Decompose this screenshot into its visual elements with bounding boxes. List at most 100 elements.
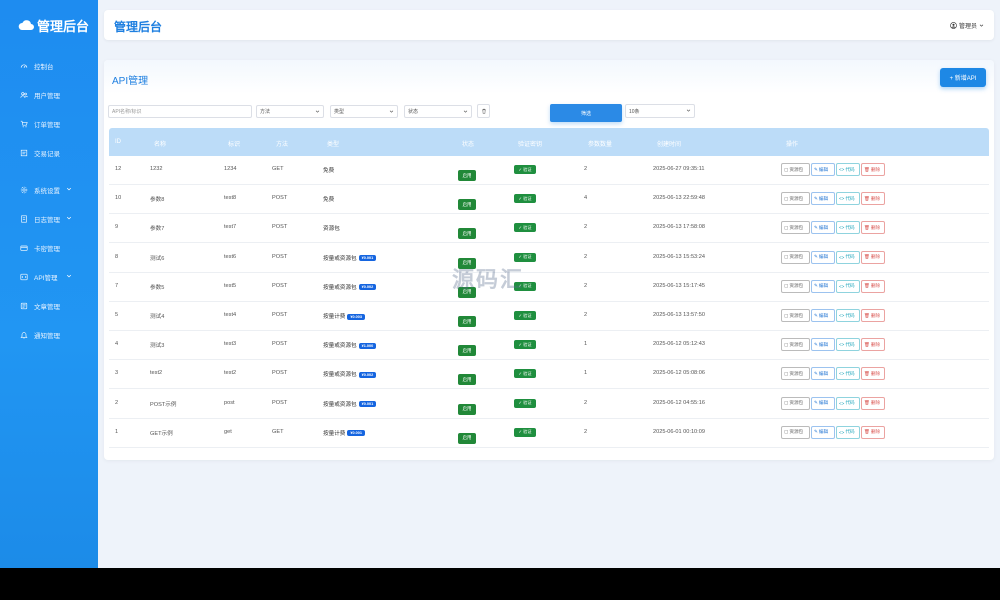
resource-button[interactable]: ▢ 资源包 [781, 309, 810, 322]
user-menu[interactable]: 管理员 [950, 21, 986, 30]
verify-badge[interactable]: ✓ 验证 [514, 281, 536, 291]
sidebar-item-8[interactable]: 文章管理 [0, 291, 98, 320]
code-button[interactable]: <> 代码 [836, 163, 860, 176]
column-header[interactable]: 标识 [228, 142, 241, 148]
sidebar-item-7[interactable]: API管理 [0, 262, 98, 291]
column-header[interactable]: 参数数量 [588, 142, 613, 148]
resource-button[interactable]: ▢ 资源包 [781, 338, 810, 352]
column-header[interactable]: 创建时间 [657, 142, 682, 148]
edit-button[interactable]: ✎ 编辑 [811, 250, 835, 264]
clear-filter-button[interactable] [477, 104, 490, 118]
verify-badge[interactable]: ✓ 验证 [514, 223, 536, 233]
delete-button[interactable]: 🗑 删除 [861, 279, 885, 293]
verify-badge[interactable]: ✓ 验证 [514, 311, 536, 320]
resource-button[interactable]: ▢ 资源包 [781, 163, 810, 176]
column-header[interactable]: 名称 [154, 142, 167, 148]
code-button[interactable]: <> 代码 [836, 221, 860, 235]
card-header: API管理 + 新增API [104, 60, 994, 94]
verify-badge[interactable]: ✓ 验证 [514, 369, 536, 379]
search-input[interactable]: API名称/标识 [108, 105, 252, 118]
status-badge[interactable]: 启用 [458, 257, 476, 269]
status-badge[interactable]: 启用 [458, 374, 476, 386]
page-size-select[interactable]: 10条 [625, 104, 695, 118]
edit-button[interactable]: ✎ 编辑 [811, 425, 835, 439]
row-actions: ▢ 资源包 ✎ 编辑 <> 代码 🗑 删除 [781, 192, 885, 206]
edit-button[interactable]: ✎ 编辑 [811, 338, 835, 352]
code-button[interactable]: <> 代码 [836, 425, 860, 439]
edit-button[interactable]: ✎ 编辑 [811, 309, 835, 322]
code-button[interactable]: <> 代码 [836, 279, 860, 293]
status-badge[interactable]: 启用 [458, 345, 476, 357]
status-badge[interactable]: 启用 [458, 403, 476, 415]
delete-button[interactable]: 🗑 删除 [861, 309, 885, 322]
edit-button[interactable]: ✎ 编辑 [811, 221, 835, 235]
verify-badge[interactable]: ✓ 验证 [514, 194, 536, 204]
column-header[interactable]: 方法 [276, 142, 289, 148]
delete-button[interactable]: 🗑 删除 [861, 250, 885, 264]
code-button[interactable]: <> 代码 [836, 192, 860, 206]
code-button[interactable]: <> 代码 [836, 250, 860, 264]
edit-button[interactable]: ✎ 编辑 [811, 163, 835, 176]
code-label: 代码 [845, 312, 855, 318]
sidebar-item-0[interactable]: 控制台 [0, 51, 98, 80]
edit-button[interactable]: ✎ 编辑 [811, 396, 835, 410]
column-header[interactable]: 验证密钥 [518, 142, 543, 148]
sidebar-item-3[interactable]: 交易记录 [0, 138, 98, 167]
table-row: 2 POST示例 post POST 按量或资源包 ¥0.001 启用 ✓ 验证 2 2025-0… [109, 390, 989, 419]
sidebar-nav: 控制台 用户管理 订单管理 交易记录系统设置 日志管理 卡密管理 API管理 文章管理 通知管理 [0, 51, 98, 349]
column-header[interactable]: 类型 [327, 142, 340, 148]
verify-badge[interactable]: ✓ 验证 [514, 427, 536, 437]
verify-badge[interactable]: ✓ 验证 [514, 165, 536, 174]
status-badge[interactable]: 启用 [458, 316, 476, 327]
resource-button[interactable]: ▢ 资源包 [781, 192, 810, 206]
cell-created: 2025-06-13 13:57:50 [653, 312, 705, 318]
resource-button[interactable]: ▢ 资源包 [781, 221, 810, 235]
resource-button[interactable]: ▢ 资源包 [781, 396, 810, 410]
verify-badge[interactable]: ✓ 验证 [514, 252, 536, 262]
resource-button[interactable]: ▢ 资源包 [781, 367, 810, 381]
code-button[interactable]: <> 代码 [836, 309, 860, 322]
add-api-button[interactable]: + 新增API [940, 68, 986, 87]
delete-button[interactable]: 🗑 删除 [861, 163, 885, 176]
code-button[interactable]: <> 代码 [836, 367, 860, 381]
verify-badge[interactable]: ✓ 验证 [514, 398, 536, 408]
delete-button[interactable]: 🗑 删除 [861, 396, 885, 410]
status-badge[interactable]: 启用 [458, 432, 476, 444]
sidebar-item-2[interactable]: 订单管理 [0, 109, 98, 138]
delete-button[interactable]: 🗑 删除 [861, 425, 885, 439]
filter-button[interactable]: 筛选 [550, 104, 622, 122]
sidebar-item-4[interactable]: 系统设置 [0, 175, 98, 204]
status-badge[interactable]: 启用 [458, 286, 476, 298]
table-row: 3 test2 test2 POST 按量或资源包 ¥0.002 启用 ✓ 验证 1 2025-0… [109, 360, 989, 390]
status-badge[interactable]: 启用 [458, 199, 476, 211]
edit-button[interactable]: ✎ 编辑 [811, 279, 835, 293]
edit-button[interactable]: ✎ 编辑 [811, 192, 835, 206]
type-label: 按量或资源包 [323, 343, 357, 350]
status-badge[interactable]: 启用 [458, 170, 476, 181]
cloud-icon [18, 20, 34, 30]
brand[interactable]: 管理后台 [0, 0, 98, 50]
method-select[interactable]: 方法 [256, 105, 324, 118]
sidebar-item-5[interactable]: 日志管理 [0, 204, 98, 233]
type-select[interactable]: 类型 [330, 105, 398, 118]
cell-params: 1 [584, 341, 588, 348]
column-header[interactable]: 操作 [786, 142, 799, 148]
delete-button[interactable]: 🗑 删除 [861, 367, 885, 381]
delete-button[interactable]: 🗑 删除 [861, 338, 885, 352]
sidebar-item-6[interactable]: 卡密管理 [0, 233, 98, 262]
status-select[interactable]: 状态 [404, 105, 472, 118]
verify-badge[interactable]: ✓ 验证 [514, 340, 536, 350]
sidebar-item-1[interactable]: 用户管理 [0, 80, 98, 109]
resource-button[interactable]: ▢ 资源包 [781, 279, 810, 293]
resource-button[interactable]: ▢ 资源包 [781, 425, 810, 439]
code-button[interactable]: <> 代码 [836, 396, 860, 410]
delete-button[interactable]: 🗑 删除 [861, 221, 885, 235]
status-badge[interactable]: 启用 [458, 228, 476, 240]
column-header[interactable]: ID [115, 139, 121, 145]
column-header[interactable]: 状态 [462, 142, 475, 148]
delete-button[interactable]: 🗑 删除 [861, 192, 885, 206]
sidebar-item-9[interactable]: 通知管理 [0, 320, 98, 349]
code-button[interactable]: <> 代码 [836, 338, 860, 352]
resource-button[interactable]: ▢ 资源包 [781, 250, 810, 264]
edit-button[interactable]: ✎ 编辑 [811, 367, 835, 381]
